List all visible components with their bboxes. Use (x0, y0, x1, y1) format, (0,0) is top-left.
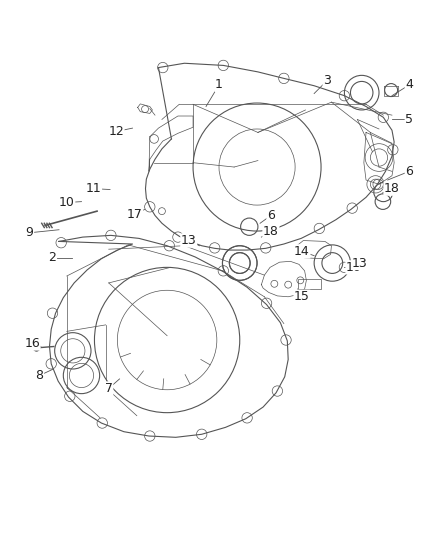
Text: 14: 14 (294, 245, 310, 258)
Text: 6: 6 (267, 209, 275, 222)
Text: 12: 12 (108, 125, 124, 138)
Text: 9: 9 (26, 227, 34, 239)
Text: 15: 15 (294, 290, 310, 303)
Text: 17: 17 (127, 208, 143, 221)
Bar (298, 279, 321, 289)
Text: 4: 4 (405, 78, 413, 91)
Text: 13: 13 (352, 256, 367, 270)
Text: 10: 10 (346, 261, 362, 274)
Text: 16: 16 (25, 337, 40, 350)
Text: 10: 10 (59, 196, 75, 209)
Text: 18: 18 (263, 225, 279, 238)
Text: 2: 2 (49, 252, 57, 264)
Text: 13: 13 (181, 234, 197, 247)
Text: 11: 11 (86, 182, 102, 195)
Text: 8: 8 (35, 369, 43, 382)
Text: 3: 3 (323, 74, 331, 87)
Text: 6: 6 (405, 165, 413, 178)
Text: 1: 1 (215, 78, 223, 91)
Text: 7: 7 (105, 382, 113, 395)
Circle shape (33, 344, 40, 351)
Text: 5: 5 (405, 113, 413, 126)
Text: 18: 18 (384, 182, 400, 195)
